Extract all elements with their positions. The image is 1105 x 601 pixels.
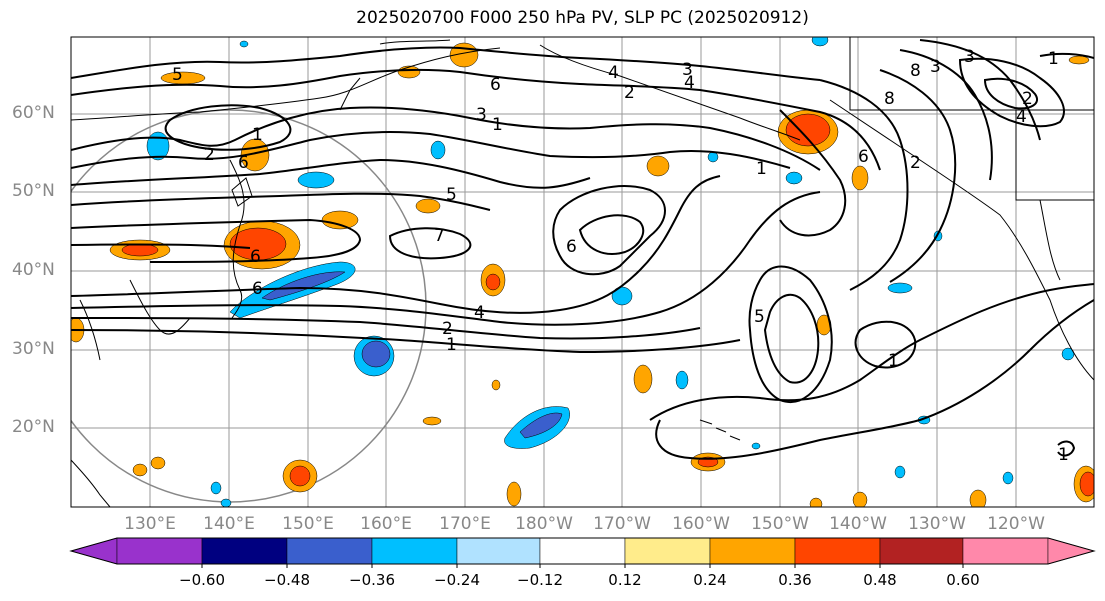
contour-label: 1 [1048,49,1059,69]
colorbar-tick-label: −0.24 [434,571,480,589]
contour-label: 6 [238,153,249,173]
lon-label-140e: 140°E [203,514,255,534]
contour-label: 3 [930,57,941,77]
pv-anomaly-shading [71,37,1094,507]
contour-label: 7 [434,226,445,246]
contour-label: 2 [910,153,921,173]
lon-label-120w: 120°W [987,514,1045,534]
colorbar-high-extension [1047,537,1095,565]
lon-label-130e: 130°E [124,514,176,534]
map-panel: 5 6 4 2 1 3 4 3 1 7 6 4 2 1 6 2 5 1 6 6 [70,36,1095,508]
lon-label-170w: 170°W [593,514,651,534]
colorbar-tick-label: 0.60 [946,571,980,589]
contour-label: 5 [446,185,457,205]
colorbar-tick-label: 0.24 [693,571,727,589]
pressure-contours [71,39,1094,460]
coastlines [71,37,1094,507]
contour-label: 1 [756,159,767,179]
contour-label: 4 [1016,107,1027,127]
map-title: 2025020700 F000 250 hPa PV, SLP PC (2025… [356,8,809,28]
contour-label: 1 [1058,445,1069,465]
contour-label: 5 [172,65,183,85]
lon-label-180w: 180°W [515,514,573,534]
colorbar-low-extension [70,537,118,565]
lon-label-160e: 160°E [360,514,412,534]
lon-label-150e: 150°E [282,514,334,534]
colorbar-tick-label: −0.36 [349,571,395,589]
lat-label-60n: 60°N [12,103,55,123]
lon-label-170e: 170°E [439,514,491,534]
contour-label: 8 [884,89,895,109]
graticule [71,37,1094,507]
lat-label-20n: 20°N [12,417,55,437]
contour-label: 4 [474,303,485,323]
contour-label: 2 [1022,89,1033,109]
contour-label: 6 [566,237,577,257]
map-frame [70,36,1095,508]
colorbar-tick-label: 0.36 [778,571,812,589]
contour-label: 8 [910,61,921,81]
contour-label: 1 [492,115,503,135]
lat-label-50n: 50°N [12,181,55,201]
contour-label: 2 [624,83,635,103]
colorbar [69,537,1096,565]
lat-label-30n: 30°N [12,339,55,359]
contour-label: 1 [888,351,899,371]
contour-label: 1 [446,335,457,355]
lon-label-150w: 150°W [751,514,809,534]
contour-label: 2 [442,319,453,339]
contour-label: 3 [682,60,693,80]
colorbar-tick-label: −0.48 [264,571,310,589]
colorbar-tick-label: −0.12 [517,571,563,589]
contour-label: 6 [490,75,501,95]
colorbar-tick-marks [201,564,964,568]
contour-labels: 5 6 4 2 1 3 4 3 1 7 6 4 2 1 6 2 5 1 6 6 [172,47,1069,465]
contour-label: 6 [250,247,261,267]
lon-label-140w: 140°W [829,514,887,534]
lon-label-130w: 130°W [908,514,966,534]
contour-label: 1 [252,125,263,145]
contour-label: 5 [754,307,765,327]
colorbar-tick-label: 0.12 [608,571,642,589]
contour-label: 2 [204,145,215,165]
contour-label: 6 [252,279,263,299]
colorbar-tick-label: 0.48 [863,571,897,589]
contour-label: 3 [964,47,975,67]
lat-label-40n: 40°N [12,260,55,280]
contour-label: 4 [608,63,619,83]
contour-label: 4 [684,73,695,93]
contour-label: 3 [476,105,487,125]
colorbar-tick-label: −0.60 [179,571,225,589]
contour-label: 6 [858,147,869,167]
lon-label-160w: 160°W [672,514,730,534]
